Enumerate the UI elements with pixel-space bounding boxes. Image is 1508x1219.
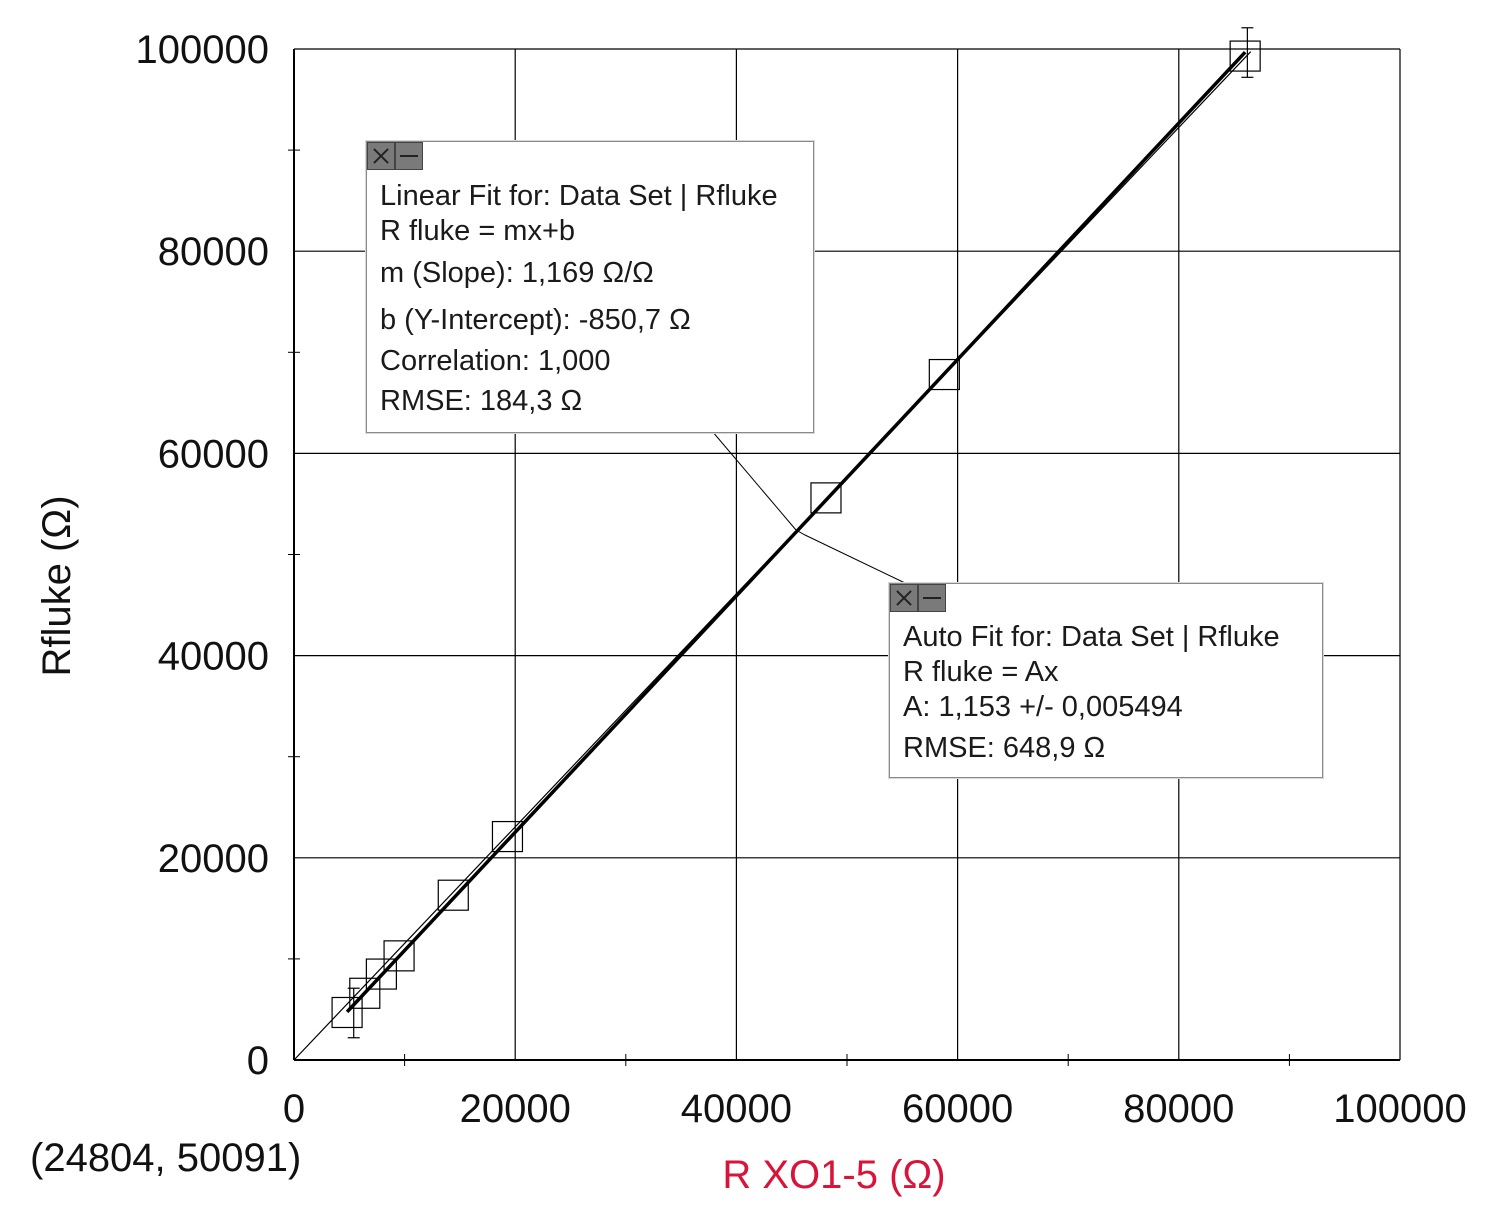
close-icon[interactable] (367, 142, 395, 170)
x-tick-label: 60000 (902, 1087, 1013, 1131)
linear-fit-title: Linear Fit for: Data Set | Rfluke (380, 180, 778, 212)
data-point (437, 879, 469, 911)
proportional-fit-line (293, 51, 1252, 1061)
error-bars (347, 27, 1254, 1039)
data-point (383, 940, 415, 972)
x-tick-label: 20000 (460, 1087, 571, 1131)
auto-fit-equation: R fluke = Ax (903, 656, 1059, 688)
data-point (810, 482, 842, 514)
data-markers (331, 40, 1261, 1029)
data-point (928, 358, 960, 391)
x-tick-label: 40000 (681, 1087, 792, 1131)
data-point (1229, 40, 1261, 72)
auto-fit-box-controls (890, 584, 946, 612)
auto-fit-title: Auto Fit for: Data Set | Rfluke (903, 621, 1280, 653)
y-tick-label: 60000 (158, 432, 269, 476)
minimize-icon[interactable] (395, 142, 423, 170)
data-point (365, 958, 397, 990)
x-axis-label: R XO1-5 (Ω) (722, 1153, 945, 1197)
cursor-coordinate-readout: (24804, 50091) (30, 1136, 302, 1180)
data-point (491, 820, 524, 853)
y-axis-label: Rfluke (Ω) (35, 495, 79, 676)
data-point (331, 996, 363, 1029)
y-tick-label: 80000 (158, 230, 269, 274)
linear-fit-box[interactable]: Linear Fit for: Data Set | Rfluke R fluk… (366, 141, 814, 433)
auto-fit-param: A: 1,153 +/- 0,005494 (903, 691, 1183, 723)
y-tick-labels: 0 20000 40000 60000 80000 100000 (136, 28, 269, 1083)
y-tick-label: 0 (247, 1039, 269, 1083)
auto-fit-rmse: RMSE: 648,9 Ω (903, 732, 1106, 764)
close-icon[interactable] (890, 584, 918, 612)
x-tick-label: 80000 (1123, 1087, 1234, 1131)
linear-fit-correlation: Correlation: 1,000 (380, 345, 611, 377)
linear-fit-rmse: RMSE: 184,3 Ω (380, 385, 583, 417)
y-tick-label: 100000 (136, 28, 269, 72)
data-point (349, 977, 381, 1009)
y-tick-label: 40000 (158, 635, 269, 679)
annotation-leaders (711, 430, 906, 584)
linear-fit-slope: m (Slope): 1,169 Ω/Ω (380, 257, 654, 289)
auto-fit-box[interactable]: Auto Fit for: Data Set | Rfluke R fluke … (889, 583, 1323, 778)
minimize-icon[interactable] (918, 584, 946, 612)
x-tick-labels: 0 20000 40000 60000 80000 100000 (283, 1087, 1467, 1131)
minor-ticks (288, 149, 1290, 1066)
linear-fit-intercept: b (Y-Intercept): -850,7 Ω (380, 304, 691, 336)
linear-fit-leader (711, 430, 797, 531)
auto-fit-leader (795, 529, 906, 584)
linear-fit-equation: R fluke = mx+b (380, 215, 576, 247)
y-tick-label: 20000 (158, 837, 269, 881)
x-tick-label: 0 (283, 1087, 305, 1131)
x-tick-label: 100000 (1333, 1087, 1466, 1131)
linear-fit-box-controls (367, 142, 423, 170)
